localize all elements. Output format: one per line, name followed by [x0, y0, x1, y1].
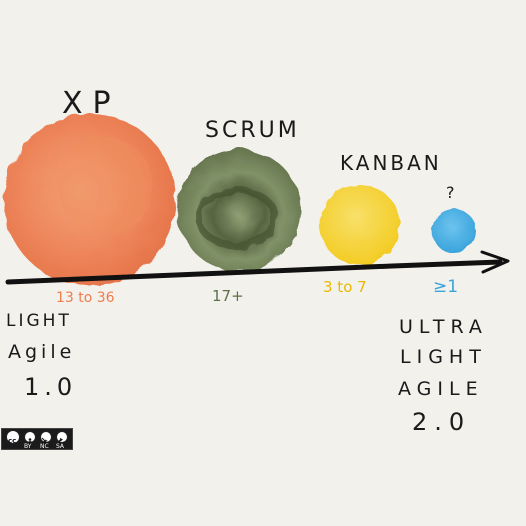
- xp-size: 13 to 36: [56, 290, 115, 306]
- kanban-size: 3 to 7: [323, 278, 367, 296]
- nc-text: NC: [40, 443, 49, 450]
- by-icon: [24, 431, 36, 446]
- right-note-line-1: ULTRA: [399, 316, 488, 338]
- sa-icon: [56, 431, 68, 445]
- right-note-line-2: LIGHT: [400, 346, 487, 368]
- unknown-circle: [432, 209, 476, 253]
- xp-label: XP: [62, 86, 121, 121]
- left-note-line-1: LIGHT: [6, 311, 72, 331]
- cc-license-badge[interactable]: cc $ BY NC SA: [1, 428, 73, 450]
- svg-text:cc: cc: [8, 437, 16, 445]
- left-note-line-3: 1.0: [24, 373, 77, 401]
- sa-text: SA: [56, 443, 65, 450]
- scrum-circle: [177, 149, 301, 271]
- nc-icon: $: [40, 431, 52, 447]
- xp-circle: [4, 114, 176, 286]
- unknown-size: ≥1: [433, 277, 458, 297]
- left-note-line-2: Agile: [8, 341, 75, 363]
- right-note-line-3: AGILE: [398, 378, 484, 400]
- arrow-head: [480, 250, 510, 274]
- scrum-size: 17+: [212, 287, 244, 305]
- unknown-label: ?: [446, 183, 455, 202]
- scrum-label: SCRUM: [205, 118, 300, 143]
- cc-icon: cc: [6, 430, 20, 445]
- by-text: BY: [24, 443, 32, 450]
- svg-text:$: $: [43, 439, 48, 447]
- kanban-label: KANBAN: [340, 151, 442, 175]
- kanban-circle: [320, 185, 400, 265]
- right-note-line-4: 2.0: [412, 408, 471, 436]
- team-size-arrow: [5, 259, 503, 285]
